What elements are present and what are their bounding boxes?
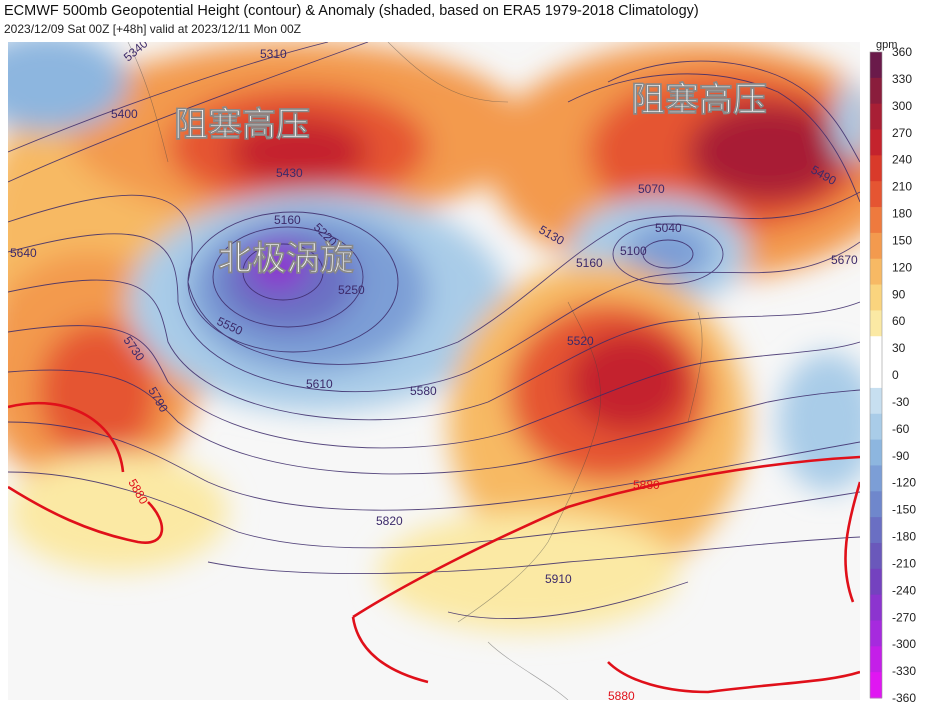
- colorbar-tick-label: 360: [892, 45, 912, 59]
- colorbar-tick-label: 180: [892, 207, 912, 221]
- colorbar-tick-label: -270: [892, 610, 916, 624]
- annotation-blocking-high-east: 阻塞高压: [631, 80, 767, 120]
- colorbar-cell: [870, 413, 882, 441]
- contour-label: 5910: [545, 572, 572, 586]
- contour-label: 5430: [276, 166, 303, 180]
- annotation-blocking-high-west: 阻塞高压: [174, 105, 310, 145]
- colorbar-tick-label: 120: [892, 260, 912, 274]
- colorbar-tick-label: 270: [892, 126, 912, 140]
- coastlines: [127, 42, 703, 700]
- contour-label: 5670: [831, 253, 858, 267]
- page-title: ECMWF 500mb Geopotential Height (contour…: [4, 3, 699, 19]
- contour-label: 5310: [260, 47, 287, 61]
- contour-label: 5820: [376, 514, 403, 528]
- colorbar-cell: [870, 310, 882, 337]
- colorbar-tick-label: -120: [892, 476, 916, 490]
- colorbar-tick-label: 150: [892, 233, 912, 247]
- contour-label: 5160: [274, 213, 301, 227]
- height-contours: [8, 42, 860, 620]
- colorbar-tick-label: -150: [892, 503, 916, 517]
- annotations: 阻塞高压 阻塞高压 北极涡旋: [174, 80, 768, 280]
- colorbar-tick-label: 60: [892, 314, 906, 328]
- colorbar-cell: [870, 594, 882, 621]
- colorbar-cell: [870, 620, 882, 647]
- colorbar-tick-label: 90: [892, 287, 906, 301]
- contour-label: 5040: [655, 221, 682, 235]
- contour-label: 5880: [608, 689, 635, 700]
- contour-label: 5250: [338, 283, 365, 297]
- colorbar-cell: [870, 465, 882, 492]
- colorbar-tick-label: -210: [892, 556, 916, 570]
- contour-5880: [8, 401, 860, 694]
- colorbar-tick-label: 0: [892, 368, 899, 382]
- colorbar-tick-label: -300: [892, 637, 916, 651]
- contour-label: 5160: [576, 256, 603, 270]
- colorbar-tick-label: -90: [892, 449, 910, 463]
- contour-label: 5580: [410, 384, 437, 398]
- colorbar-cell: [870, 336, 882, 363]
- colorbar-tick-label: -240: [892, 583, 916, 597]
- anomaly-map: 5310 5340 5400 5430 5160 5220 5250 5070 …: [8, 42, 860, 700]
- colorbar-cell: [870, 52, 882, 79]
- colorbar-cell: [870, 155, 882, 182]
- valid-time: 2023/12/09 Sat 00Z [+48h] valid at 2023/…: [4, 22, 301, 36]
- colorbar-tick-label: 330: [892, 72, 912, 86]
- colorbar-cell: [870, 129, 882, 156]
- contour-label: 5070: [638, 182, 665, 196]
- colorbar-cell: [870, 232, 882, 260]
- contour-label: 5880: [633, 478, 660, 492]
- colorbar-tick-label: -330: [892, 664, 916, 678]
- colorbar-cell: [870, 103, 882, 131]
- colorbar-tick-label: 30: [892, 341, 906, 355]
- colorbar-tick-label: 300: [892, 99, 912, 113]
- contour-label: 5100: [620, 244, 647, 258]
- colorbar-cell: [870, 77, 882, 105]
- contour-label: 5400: [111, 107, 138, 121]
- colorbar-cell: [870, 387, 882, 415]
- colorbar-tick-label: 240: [892, 153, 912, 167]
- colorbar-unit: gpm: [876, 40, 897, 51]
- colorbar-cell: [870, 568, 882, 596]
- colorbar-tick-label: -180: [892, 530, 916, 544]
- colorbar-cell: [870, 491, 882, 518]
- colorbar-frame: [869, 51, 883, 699]
- colorbar-tick-label: -60: [892, 422, 910, 436]
- annotation-polar-vortex: 北极涡旋: [218, 239, 354, 279]
- colorbar-cell: [870, 542, 882, 570]
- colorbar-cell: [870, 646, 882, 673]
- contour-label: 5610: [306, 377, 333, 391]
- colorbar-cell: [870, 181, 882, 208]
- colorbar-cell: [870, 284, 882, 311]
- anomaly-shading: [8, 42, 860, 632]
- colorbar-cell: [870, 439, 882, 466]
- colorbar-cell: [870, 672, 882, 699]
- colorbar-tick-label: 210: [892, 180, 912, 194]
- colorbar-cell: [870, 517, 882, 544]
- colorbar-cell: [870, 207, 882, 234]
- colorbar: gpm 360 330 300 270 240 210 180 150 120 90 60 30 0 -3…: [862, 40, 927, 708]
- colorbar-cell: [870, 258, 882, 286]
- colorbar-tick-label: -30: [892, 395, 910, 409]
- contour-label: 5520: [567, 334, 594, 348]
- contour-label: 5640: [10, 246, 37, 260]
- colorbar-tick-label: -360: [892, 691, 916, 705]
- colorbar-cell: [870, 362, 882, 389]
